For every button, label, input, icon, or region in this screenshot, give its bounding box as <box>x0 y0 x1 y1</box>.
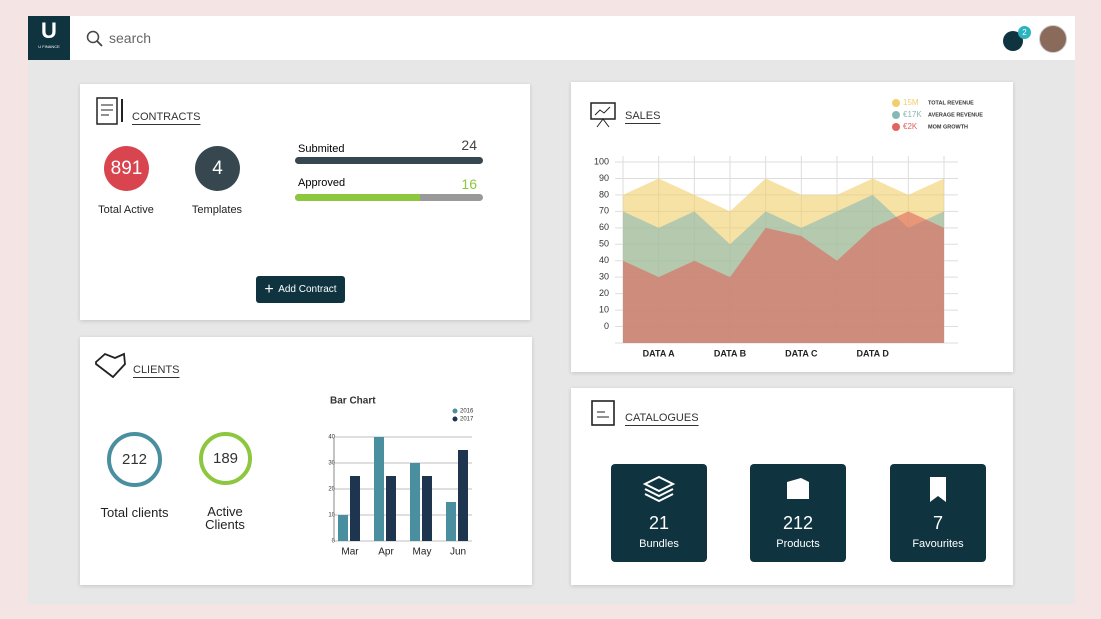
stat-label: Total Active <box>98 204 154 216</box>
card-title: CLIENTS <box>133 364 180 376</box>
tile-icon <box>642 475 676 503</box>
notification-badge: 2 <box>1018 26 1031 39</box>
stat-circle: 4 <box>195 146 240 191</box>
tile-value: 212 <box>782 513 814 533</box>
progress-track <box>295 157 483 164</box>
logo[interactable]: U U FINANCE <box>28 16 70 60</box>
logo-name: U FINANCE <box>38 44 60 49</box>
tile-label: Products <box>776 538 820 550</box>
button-label: Add Contract <box>278 284 337 296</box>
card-title: CONTRACTS <box>132 111 201 123</box>
avatar[interactable] <box>1039 25 1067 53</box>
tile-icon <box>787 478 809 499</box>
progress-value: 24 <box>461 137 477 153</box>
logo-letter: U <box>41 18 57 43</box>
sales-icon <box>590 102 616 128</box>
topbar <box>28 16 1075 60</box>
stat-value: 189 <box>212 450 239 467</box>
tile-label: Bundles <box>639 538 679 550</box>
stat-ring: 189 <box>199 432 252 485</box>
tile-icon <box>930 477 946 502</box>
sales-card: SALES <box>571 82 1013 372</box>
progress-track <box>295 194 483 201</box>
catalogue-tile[interactable]: 21 Bundles <box>611 464 707 562</box>
stat-circle: 891 <box>104 146 149 191</box>
progress-value: 16 <box>461 176 477 192</box>
search-input[interactable]: search <box>109 30 152 46</box>
catalogue-tile[interactable]: 7 Favourites <box>890 464 986 562</box>
stat-value: 4 <box>212 157 223 179</box>
notification-bell[interactable] <box>1003 31 1023 51</box>
progress-label: Submited <box>298 143 345 155</box>
tile-label: Favourites <box>912 538 964 550</box>
progress-label: Approved <box>298 177 346 189</box>
stat-value: 212 <box>121 451 148 468</box>
contracts-card: CONTRACTS 891 Total Active 4 Templates S… <box>80 84 530 320</box>
clients-icon <box>95 352 126 379</box>
clients-card: CLIENTS 212 Total clients 189 Active Cli… <box>80 337 532 585</box>
tile-value: 7 <box>932 513 943 533</box>
search-icon <box>86 30 103 47</box>
card-title: CATALOGUES <box>625 412 699 424</box>
stat-ring: 212 <box>107 432 162 487</box>
card-title: SALES <box>625 110 661 122</box>
stat-label: Templates <box>191 204 243 216</box>
stat-label: Total clients <box>100 505 169 520</box>
progress-bar <box>295 194 421 201</box>
stat-value: 891 <box>110 157 143 179</box>
tile-value: 21 <box>648 513 670 533</box>
catalogues-card: CATALOGUES 21 Bundles 212 Products 7 Fav… <box>571 388 1013 585</box>
contracts-icon <box>96 97 123 125</box>
catalogue-tile[interactable]: 212 Products <box>750 464 846 562</box>
progress-bar <box>295 157 483 164</box>
catalogues-icon <box>591 400 615 426</box>
add-contract-button[interactable]: + Add Contract <box>256 276 345 303</box>
stat-label: Active Clients <box>205 504 245 532</box>
